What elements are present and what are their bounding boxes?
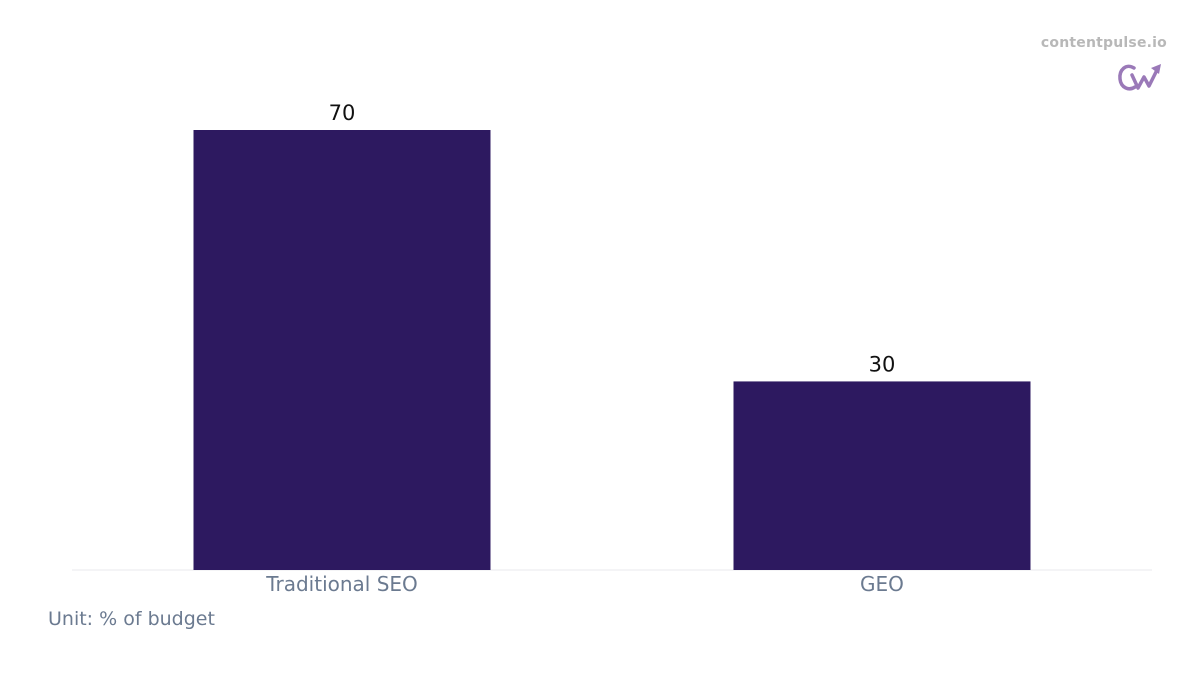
x-tick-label-0: Traditional SEO — [265, 572, 418, 596]
bar-value-label-1: 30 — [869, 352, 896, 376]
x-tick-label-1: GEO — [860, 572, 904, 596]
value-label-group: 70 30 — [329, 101, 896, 376]
cw-trend-logo-icon — [1118, 64, 1161, 91]
x-tick-label-group: Traditional SEO GEO — [265, 572, 904, 596]
bar-0 — [193, 130, 491, 570]
bar-value-label-0: 70 — [329, 101, 356, 125]
unit-footnote: Unit: % of budget — [48, 608, 215, 630]
bar-group — [193, 130, 1031, 570]
brand-name: contentpulse.io — [1040, 35, 1167, 51]
bar-1 — [733, 381, 1031, 570]
